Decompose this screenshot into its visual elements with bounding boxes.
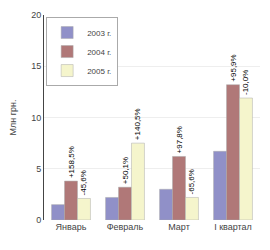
svg-text:+95,9%: +95,9% <box>229 54 238 81</box>
svg-text:-65,6%: -65,6% <box>187 169 196 194</box>
svg-text:+140,5%: +140,5% <box>133 108 142 140</box>
svg-text:20: 20 <box>31 10 41 20</box>
svg-text:2004 г.: 2004 г. <box>87 48 111 57</box>
svg-text:-45,6%: -45,6% <box>79 170 88 195</box>
svg-text:-10,0%: -10,0% <box>241 70 250 95</box>
svg-text:Январь: Январь <box>56 222 87 232</box>
svg-text:2003 г.: 2003 г. <box>87 29 111 38</box>
svg-text:Март: Март <box>168 222 190 232</box>
svg-text:+50,1%: +50,1% <box>121 157 130 184</box>
svg-text:+158,5%: +158,5% <box>67 146 76 178</box>
svg-text:I квартал: I квартал <box>214 222 252 232</box>
svg-text:2005 г.: 2005 г. <box>87 67 111 76</box>
svg-text:15: 15 <box>31 61 41 71</box>
svg-text:0: 0 <box>36 215 41 225</box>
svg-text:Млн грн.: Млн грн. <box>8 100 18 136</box>
svg-text:+97,8%: +97,8% <box>175 126 184 153</box>
svg-text:10: 10 <box>31 113 41 123</box>
svg-text:5: 5 <box>36 164 41 174</box>
svg-text:Февраль: Февраль <box>107 222 144 232</box>
